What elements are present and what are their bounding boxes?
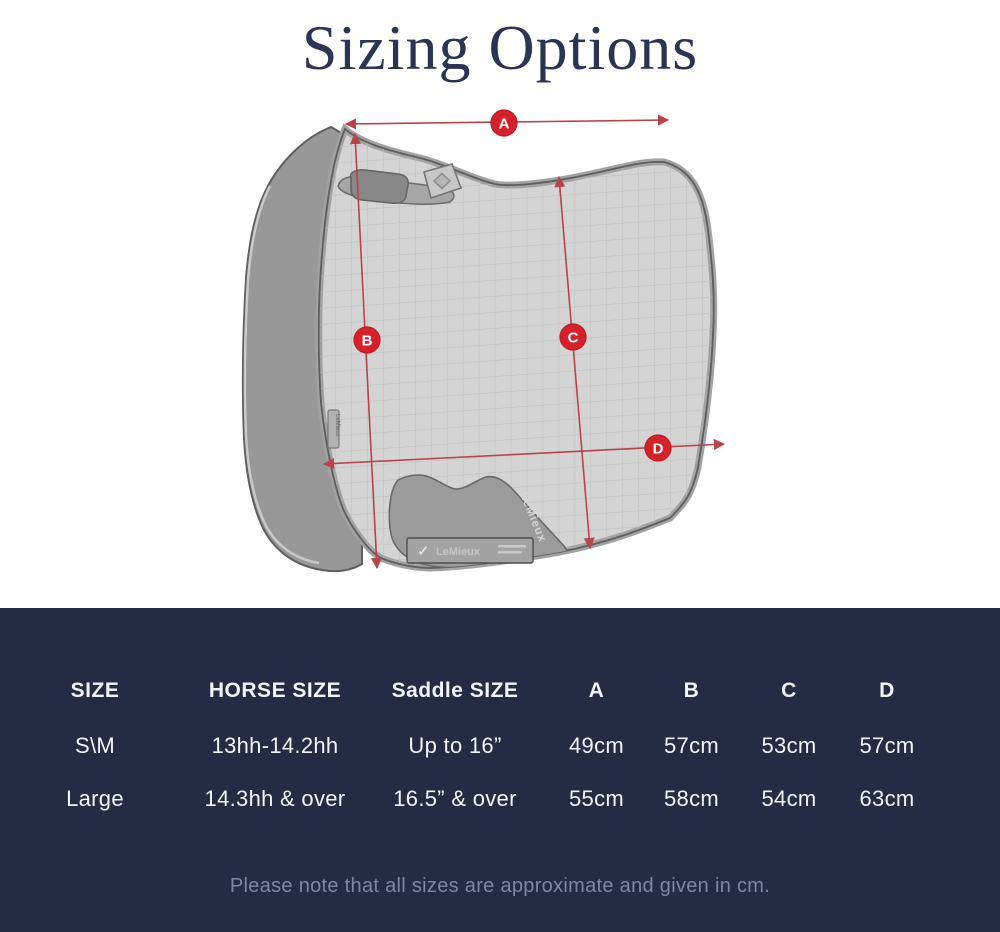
side-brand-tab: LeMieux xyxy=(327,409,340,449)
col-header-c: C xyxy=(781,679,797,702)
cell-d: 63cm xyxy=(859,785,915,811)
label-fine-print-line xyxy=(498,545,526,548)
label-fine-print-line xyxy=(498,551,522,554)
table-row-sm: S\M 13hh-14.2hh Up to 16” 49cm 57cm 53cm… xyxy=(0,719,1000,772)
sizing-table-section: SIZE HORSE SIZE Saddle SIZE A B C D S\M … xyxy=(0,608,1000,932)
product-label: ✓ LeMieux xyxy=(406,537,534,564)
cell-b: 58cm xyxy=(664,785,719,811)
cell-saddle-size: 16.5” & over xyxy=(393,785,517,811)
col-header-b: B xyxy=(683,679,700,702)
cell-c: 53cm xyxy=(761,732,817,758)
col-header-d: D xyxy=(879,679,895,702)
cell-horse-size: 14.3hh & over xyxy=(204,785,346,811)
marker-b-label: B xyxy=(362,333,373,350)
table-header-row: SIZE HORSE SIZE Saddle SIZE A B C D xyxy=(0,670,1000,712)
cell-a: 55cm xyxy=(569,785,624,811)
velcro-tab xyxy=(423,163,463,200)
lemieux-diamond-icon xyxy=(432,172,452,190)
marker-d-label: D xyxy=(653,441,664,458)
marker-a-badge: A xyxy=(490,109,518,137)
cell-saddle-size: Up to 16” xyxy=(408,732,502,758)
cell-a: 49cm xyxy=(569,732,624,758)
col-header-a: A xyxy=(588,679,605,702)
saddle-pad-sizing-diagram: LeMieux LeMieux ✓ LeMieux A xyxy=(0,90,1000,608)
saddle-pad-diagram-svg: LeMieux LeMieux ✓ LeMieux A xyxy=(241,109,726,573)
marker-a-label: A xyxy=(499,116,510,133)
cell-horse-size: 13hh-14.2hh xyxy=(211,732,339,758)
cell-d: 57cm xyxy=(859,732,915,758)
check-icon: ✓ xyxy=(417,543,430,560)
col-header-saddle-size: Saddle SIZE xyxy=(391,679,519,702)
marker-c-badge: C xyxy=(559,323,587,351)
marker-c-label: C xyxy=(568,330,579,347)
size-note: Please note that all sizes are approxima… xyxy=(229,875,771,897)
table-row-large: Large 14.3hh & over 16.5” & over 55cm 58… xyxy=(0,772,1000,825)
side-tab-brand-text: LeMieux xyxy=(334,414,340,437)
page-title: Sizing Options xyxy=(301,12,699,83)
marker-d-badge: D xyxy=(644,434,672,462)
cell-size: S\M xyxy=(74,732,115,758)
marker-b-badge: B xyxy=(353,326,381,354)
cell-c: 54cm xyxy=(761,785,817,811)
measure-line-c xyxy=(554,175,595,550)
col-header-size: SIZE xyxy=(70,679,120,702)
cell-b: 57cm xyxy=(664,732,719,758)
label-brand-text: LeMieux xyxy=(436,546,481,558)
title-row: Sizing Options xyxy=(0,0,1000,90)
col-header-horse-size: HORSE SIZE xyxy=(208,679,342,702)
cell-size: Large xyxy=(66,785,124,811)
measurement-markers: A B C D xyxy=(353,109,672,462)
